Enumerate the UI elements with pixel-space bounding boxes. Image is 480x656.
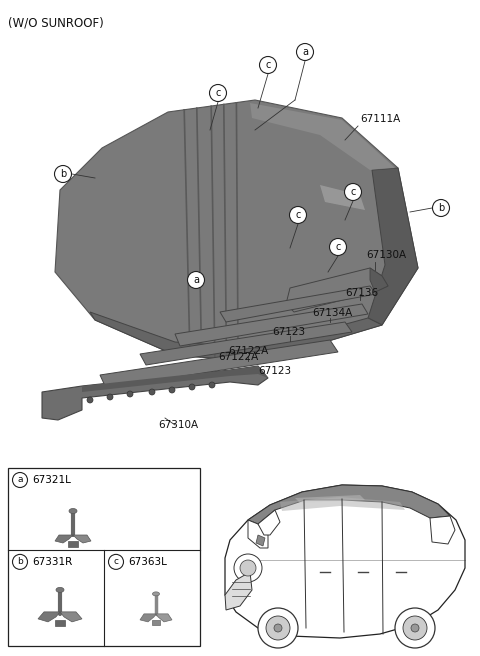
Text: c: c	[295, 210, 300, 220]
Text: 67130A: 67130A	[366, 250, 406, 260]
Polygon shape	[55, 100, 418, 362]
Polygon shape	[73, 535, 91, 543]
Ellipse shape	[69, 508, 77, 514]
Polygon shape	[152, 620, 160, 625]
Polygon shape	[140, 614, 156, 622]
Circle shape	[345, 184, 361, 201]
Polygon shape	[248, 485, 450, 524]
Bar	[8, 468, 200, 646]
Text: c: c	[265, 60, 271, 70]
Text: 67122A: 67122A	[218, 352, 258, 362]
Text: c: c	[216, 88, 221, 98]
Text: b: b	[438, 203, 444, 213]
Text: 67136: 67136	[345, 288, 378, 298]
Circle shape	[234, 554, 262, 582]
Polygon shape	[295, 495, 365, 503]
Circle shape	[258, 608, 298, 648]
Text: a: a	[17, 476, 23, 485]
Polygon shape	[256, 535, 265, 546]
Polygon shape	[38, 612, 60, 622]
Circle shape	[274, 624, 282, 632]
Circle shape	[188, 272, 204, 289]
Polygon shape	[42, 366, 268, 420]
Text: b: b	[60, 169, 66, 179]
Circle shape	[169, 387, 175, 393]
Polygon shape	[82, 366, 268, 392]
Circle shape	[297, 43, 313, 60]
Circle shape	[209, 85, 227, 102]
Text: 67310A: 67310A	[158, 420, 198, 430]
Text: a: a	[302, 47, 308, 57]
Polygon shape	[225, 485, 465, 638]
Text: 67321L: 67321L	[32, 475, 71, 485]
Circle shape	[329, 239, 347, 255]
Circle shape	[289, 207, 307, 224]
Circle shape	[55, 165, 72, 182]
Circle shape	[127, 391, 133, 397]
Circle shape	[432, 199, 449, 216]
Ellipse shape	[56, 587, 64, 592]
Text: 67122A: 67122A	[228, 346, 268, 356]
Text: 67123: 67123	[272, 327, 305, 337]
Polygon shape	[90, 312, 382, 362]
Polygon shape	[250, 103, 395, 170]
Circle shape	[395, 608, 435, 648]
Polygon shape	[55, 535, 73, 543]
Polygon shape	[248, 520, 268, 548]
Text: 67331R: 67331R	[32, 557, 72, 567]
Circle shape	[12, 554, 27, 569]
Polygon shape	[175, 304, 368, 346]
Circle shape	[260, 56, 276, 73]
Text: 67134A: 67134A	[312, 308, 352, 318]
Polygon shape	[370, 268, 388, 292]
Polygon shape	[225, 572, 252, 610]
Ellipse shape	[153, 592, 159, 596]
Polygon shape	[430, 516, 455, 544]
Circle shape	[209, 382, 215, 388]
Text: c: c	[336, 242, 341, 252]
Circle shape	[240, 560, 256, 576]
Polygon shape	[68, 541, 78, 547]
Text: a: a	[193, 275, 199, 285]
Circle shape	[107, 394, 113, 400]
Text: (W/O SUNROOF): (W/O SUNROOF)	[8, 16, 104, 29]
Polygon shape	[60, 612, 82, 622]
Text: 67111A: 67111A	[360, 114, 400, 124]
Polygon shape	[368, 168, 418, 325]
Circle shape	[12, 472, 27, 487]
Circle shape	[108, 554, 123, 569]
Text: 67123: 67123	[258, 366, 291, 376]
Polygon shape	[140, 322, 352, 365]
Text: c: c	[350, 187, 356, 197]
Text: 67363L: 67363L	[128, 557, 167, 567]
Polygon shape	[100, 340, 338, 388]
Circle shape	[189, 384, 195, 390]
Polygon shape	[286, 268, 388, 312]
Polygon shape	[156, 614, 172, 622]
Circle shape	[149, 389, 155, 395]
Circle shape	[403, 616, 427, 640]
Polygon shape	[258, 510, 280, 535]
Circle shape	[411, 624, 419, 632]
Text: b: b	[17, 558, 23, 566]
Polygon shape	[55, 620, 65, 626]
Polygon shape	[320, 185, 365, 210]
Text: c: c	[113, 558, 119, 566]
Polygon shape	[220, 286, 376, 322]
Circle shape	[266, 616, 290, 640]
Polygon shape	[280, 497, 405, 511]
Circle shape	[87, 397, 93, 403]
